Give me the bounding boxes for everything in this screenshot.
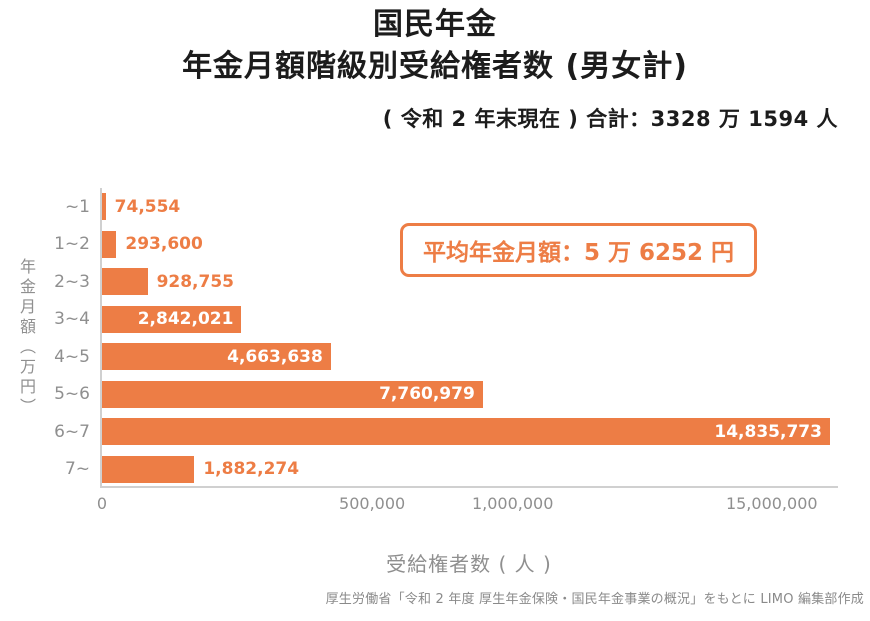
value-label: 7,760,979 <box>379 384 475 405</box>
x-axis-title: 受給権者数 ( 人 ) <box>386 552 552 576</box>
bar-row: 2~3 928,755 <box>54 263 838 301</box>
source-credit: 厚生労働省「令和 2 年度 厚生年金保険・国民年金事業の概況」をもとに LIMO… <box>325 592 864 607</box>
bar: 4,663,638 <box>102 343 331 371</box>
bar-row: 1~2 293,600 <box>54 226 838 264</box>
value-label: 2,842,021 <box>137 309 234 330</box>
bar <box>102 193 106 221</box>
category-label: 6~7 <box>54 421 90 442</box>
bar <box>102 230 117 258</box>
category-label: ~1 <box>64 196 90 217</box>
x-tick-label: 1,000,000 <box>471 494 554 513</box>
average-annotation-box: 平均年金月額：5 万 6252 円 <box>400 223 758 277</box>
category-label: 2~3 <box>54 271 90 292</box>
value-label: 928,755 <box>156 271 234 292</box>
chart-title-line1: 国民年金 <box>373 7 497 42</box>
bar-row: 3~4 2,842,021 <box>54 301 838 339</box>
category-label: 1~2 <box>54 234 90 255</box>
bar-row: ~1 74,554 <box>65 188 838 226</box>
category-label: 3~4 <box>54 309 90 330</box>
plot-area: ~1 74,554 1~2 293,600 2~3 928,755 3~4 2,842,021… <box>54 188 838 513</box>
category-label: 7~ <box>64 459 90 480</box>
value-label: 293,600 <box>125 234 203 255</box>
chart-title-line2: 年金月額階級別受給権者数 (男女計) <box>182 49 688 84</box>
bar-rows: ~1 74,554 1~2 293,600 2~3 928,755 3~4 2,842,021… <box>54 188 838 489</box>
category-label: 5~6 <box>54 384 90 405</box>
bar: 2,842,021 <box>102 305 242 333</box>
bar-row: 7~ 1,882,274 <box>65 451 838 489</box>
bar-row: 4~5 4,663,638 <box>54 338 838 376</box>
bar: 14,835,773 <box>102 418 830 446</box>
bar <box>102 455 195 483</box>
value-label: 1,882,274 <box>203 459 300 480</box>
y-axis-title: 年金月額（万円） <box>17 258 36 418</box>
chart-subtitle: ( 令和 2 年末現在 ) 合計：3328 万 1594 人 <box>382 107 838 131</box>
bar <box>102 268 148 296</box>
x-tick-label: 15,000,000 <box>725 494 818 513</box>
value-label: 4,663,638 <box>227 346 323 367</box>
chart-title: 国民年金 年金月額階級別受給権者数 (男女計) <box>0 4 870 88</box>
x-tick-label: 0 <box>96 494 108 513</box>
x-tick-label: 500,000 <box>339 494 406 513</box>
x-ticks: 0 500,000 1,000,000 15,000,000 <box>97 486 838 514</box>
bar-row: 5~6 7,760,979 <box>54 376 838 414</box>
bar: 7,760,979 <box>102 380 483 408</box>
value-label: 74,554 <box>114 196 181 217</box>
bar-row: 6~7 14,835,773 <box>54 413 838 451</box>
category-label: 4~5 <box>54 346 90 367</box>
value-label: 14,835,773 <box>714 421 822 442</box>
